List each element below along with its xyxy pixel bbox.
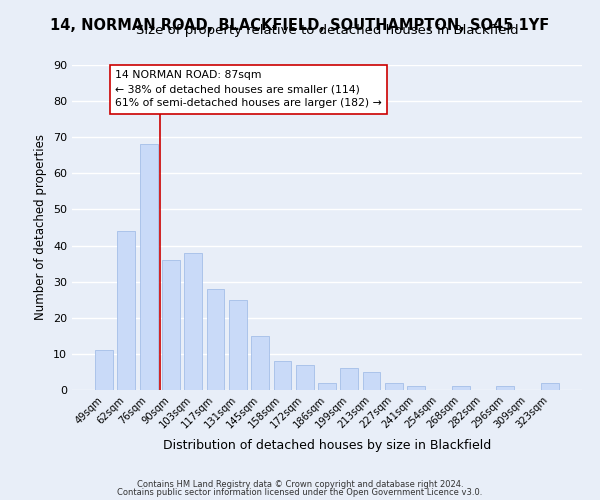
Text: 14, NORMAN ROAD, BLACKFIELD, SOUTHAMPTON, SO45 1YF: 14, NORMAN ROAD, BLACKFIELD, SOUTHAMPTON…: [50, 18, 550, 32]
Text: 14 NORMAN ROAD: 87sqm
← 38% of detached houses are smaller (114)
61% of semi-det: 14 NORMAN ROAD: 87sqm ← 38% of detached …: [115, 70, 382, 108]
X-axis label: Distribution of detached houses by size in Blackfield: Distribution of detached houses by size …: [163, 439, 491, 452]
Bar: [407, 386, 425, 390]
Bar: [184, 253, 202, 390]
Bar: [452, 386, 470, 390]
Title: Size of property relative to detached houses in Blackfield: Size of property relative to detached ho…: [136, 24, 518, 38]
Bar: [140, 144, 158, 390]
Bar: [362, 372, 380, 390]
Bar: [296, 364, 314, 390]
Y-axis label: Number of detached properties: Number of detached properties: [34, 134, 47, 320]
Bar: [118, 231, 136, 390]
Text: Contains public sector information licensed under the Open Government Licence v3: Contains public sector information licen…: [118, 488, 482, 497]
Bar: [95, 350, 113, 390]
Bar: [251, 336, 269, 390]
Bar: [318, 383, 336, 390]
Text: Contains HM Land Registry data © Crown copyright and database right 2024.: Contains HM Land Registry data © Crown c…: [137, 480, 463, 489]
Bar: [229, 300, 247, 390]
Bar: [541, 383, 559, 390]
Bar: [274, 361, 292, 390]
Bar: [385, 383, 403, 390]
Bar: [162, 260, 180, 390]
Bar: [206, 289, 224, 390]
Bar: [496, 386, 514, 390]
Bar: [340, 368, 358, 390]
